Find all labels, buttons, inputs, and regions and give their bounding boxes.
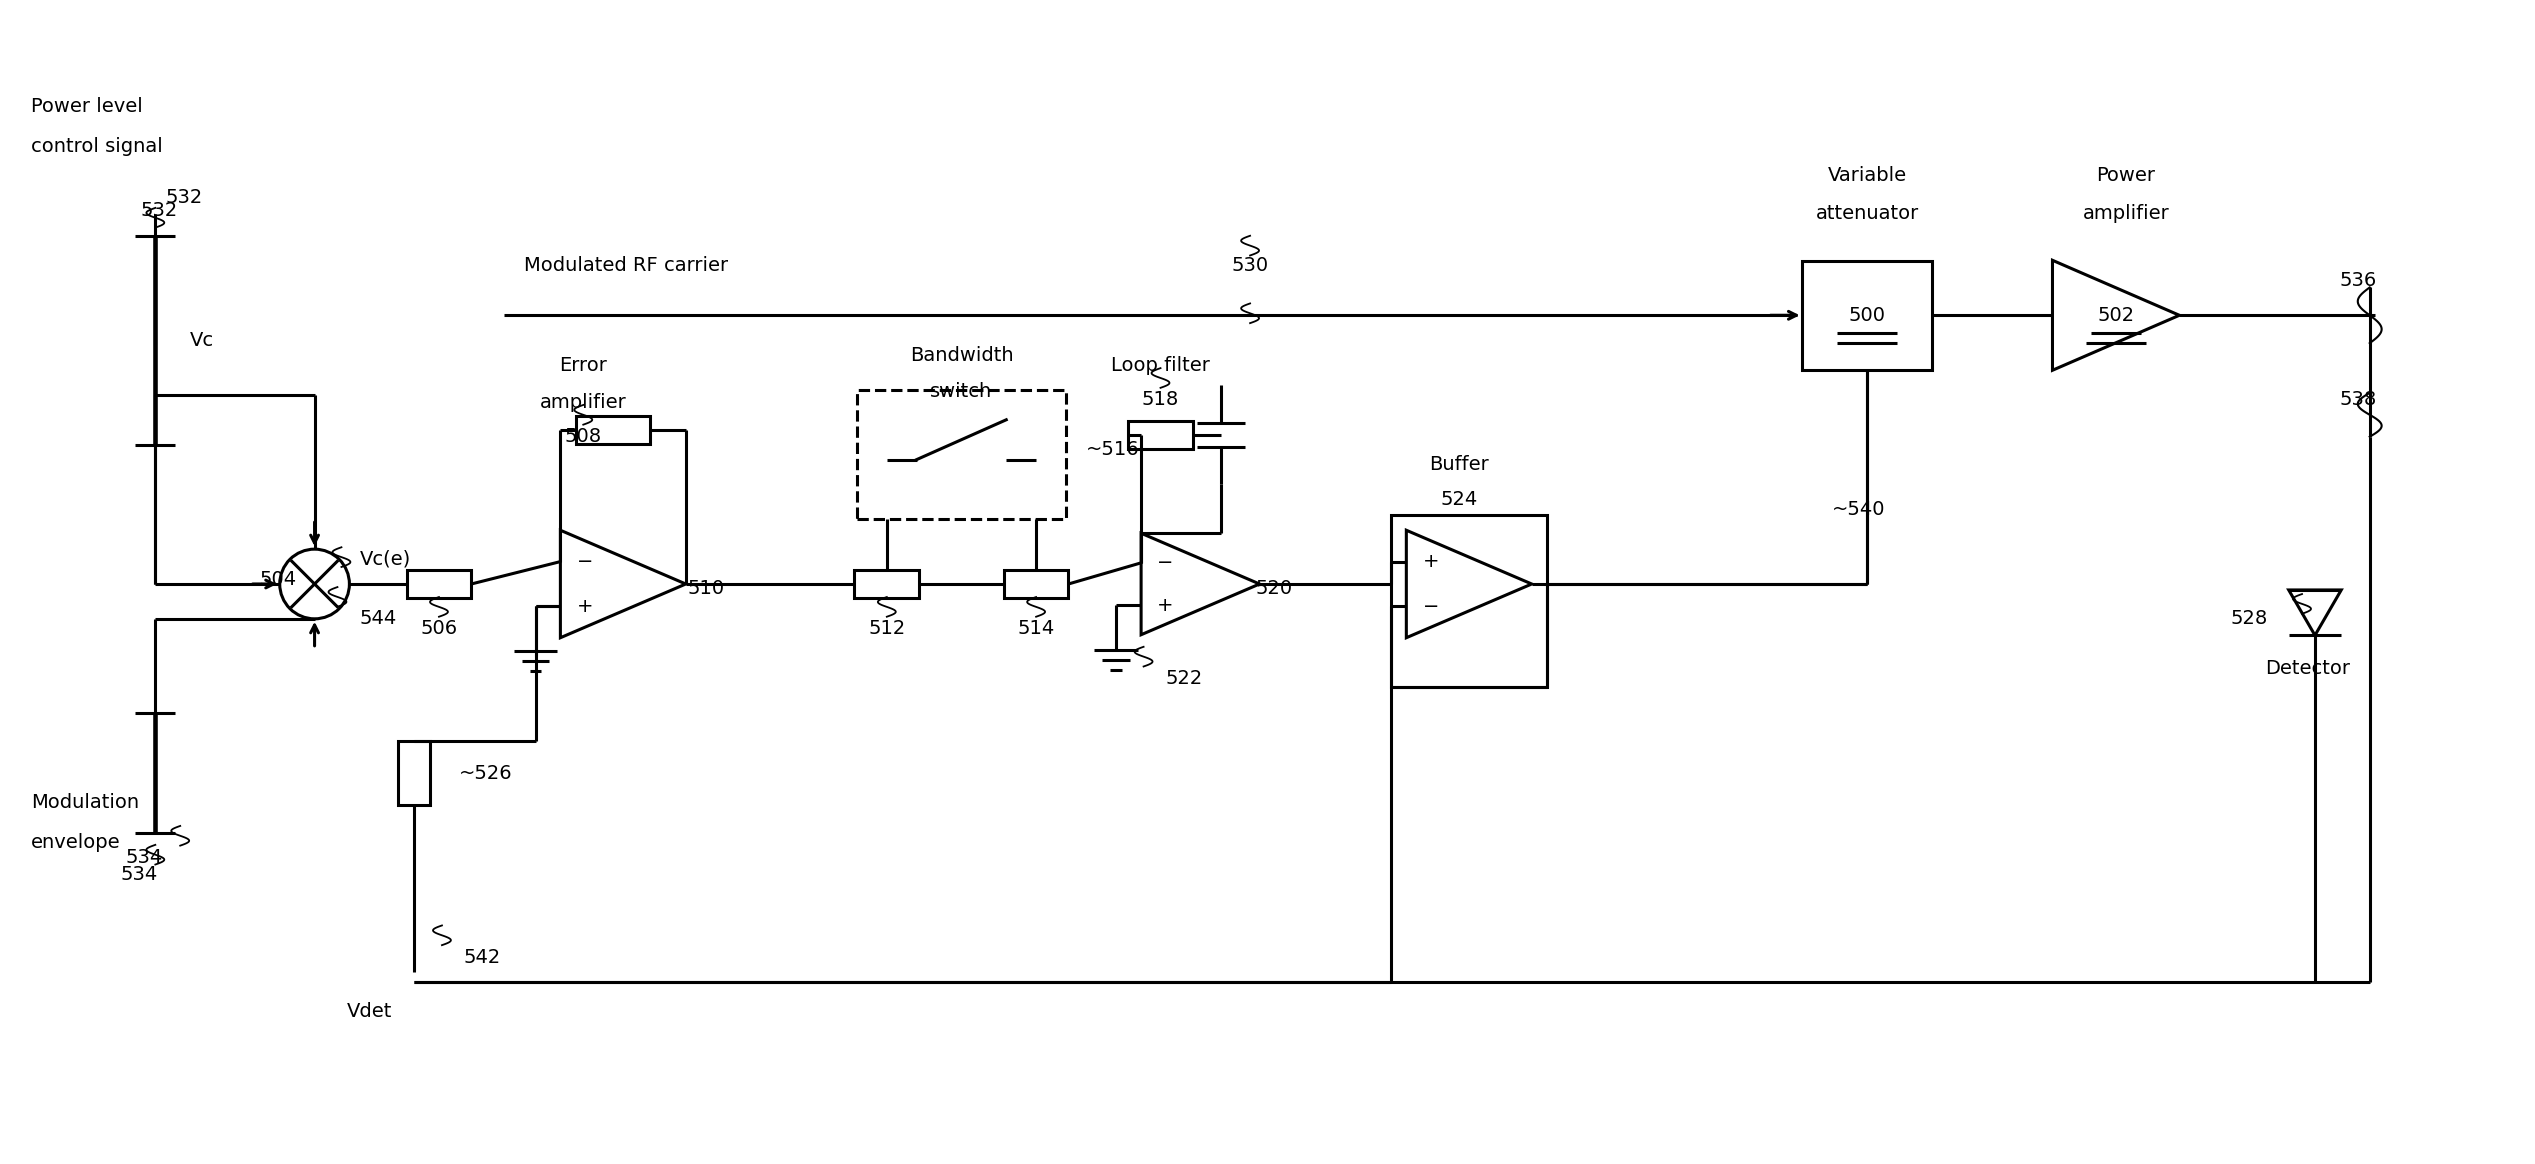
Text: 536: 536 — [2340, 271, 2378, 290]
Text: envelope: envelope — [30, 833, 122, 852]
Text: 534: 534 — [122, 865, 157, 885]
Text: Vc: Vc — [190, 331, 215, 349]
Bar — [406, 570, 472, 598]
Text: −: − — [1422, 597, 1440, 616]
Text: Bandwidth: Bandwidth — [910, 346, 1014, 364]
Text: 510: 510 — [687, 580, 725, 598]
Text: Power: Power — [2096, 166, 2155, 185]
Text: Buffer: Buffer — [1430, 455, 1488, 474]
Bar — [1128, 420, 1194, 448]
Text: 542: 542 — [464, 947, 502, 966]
Text: attenuator: attenuator — [1815, 204, 1919, 223]
Text: 512: 512 — [867, 619, 905, 638]
Text: 532: 532 — [165, 189, 203, 207]
Text: 508: 508 — [565, 427, 601, 446]
Text: 524: 524 — [1440, 490, 1478, 509]
Bar — [1802, 261, 1932, 370]
Text: Variable: Variable — [1828, 166, 1906, 185]
Text: 538: 538 — [2340, 390, 2378, 410]
Text: Detector: Detector — [2266, 659, 2350, 679]
Bar — [1004, 570, 1067, 598]
Text: 544: 544 — [360, 609, 395, 629]
Text: −: − — [578, 552, 593, 572]
Text: ~526: ~526 — [459, 764, 512, 782]
Text: ~540: ~540 — [1833, 499, 1886, 519]
Bar — [398, 740, 431, 805]
Text: control signal: control signal — [30, 136, 162, 156]
Text: switch: switch — [930, 383, 994, 402]
Bar — [854, 570, 920, 598]
Text: Modulation: Modulation — [30, 794, 139, 812]
Text: Vc(e): Vc(e) — [360, 549, 411, 568]
Text: 504: 504 — [259, 569, 297, 589]
Text: Power level: Power level — [30, 97, 142, 115]
Text: 522: 522 — [1166, 669, 1202, 688]
Text: +: + — [1156, 596, 1174, 615]
Text: 530: 530 — [1232, 256, 1268, 275]
Text: Modulated RF carrier: Modulated RF carrier — [525, 256, 728, 275]
Text: 520: 520 — [1255, 580, 1293, 598]
Text: 534: 534 — [124, 849, 162, 867]
Text: amplifier: amplifier — [2084, 204, 2170, 223]
Text: 514: 514 — [1017, 619, 1055, 638]
Text: +: + — [578, 597, 593, 616]
Text: 528: 528 — [2231, 609, 2269, 629]
Text: Loop filter: Loop filter — [1110, 355, 1209, 375]
Bar — [575, 416, 651, 443]
Text: Vdet: Vdet — [347, 1002, 393, 1022]
Text: −: − — [1156, 553, 1174, 573]
Bar — [1392, 516, 1546, 688]
Text: Error: Error — [560, 355, 608, 375]
Text: 500: 500 — [1848, 306, 1886, 325]
Bar — [857, 390, 1065, 519]
Text: 518: 518 — [1141, 390, 1179, 410]
Text: 502: 502 — [2096, 306, 2134, 325]
Text: 532: 532 — [139, 201, 177, 220]
Text: +: + — [1422, 552, 1440, 572]
Text: amplifier: amplifier — [540, 393, 626, 412]
Text: ~516: ~516 — [1085, 440, 1141, 459]
Text: 506: 506 — [421, 619, 456, 638]
